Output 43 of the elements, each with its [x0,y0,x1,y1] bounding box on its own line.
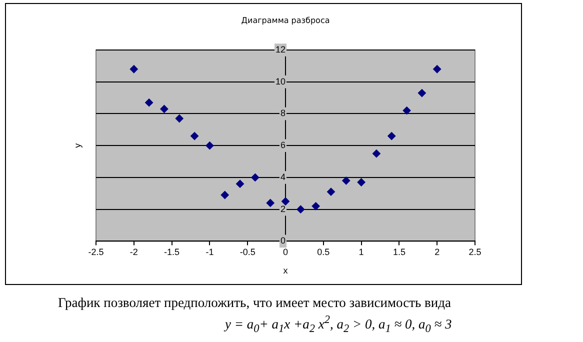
x-tick-label: -1 [206,247,214,258]
point [251,173,260,182]
x-tick-label: 0.5 [317,247,330,258]
point [357,178,366,186]
y-tick-label: 2 [280,204,286,214]
point [206,142,214,150]
point [190,132,199,140]
point [160,104,168,113]
y-axis-title: y [72,142,82,148]
x-tick-label: -1.5 [164,247,180,258]
x-tick-label: 1.5 [392,247,406,258]
x-tick-label: -0.5 [240,247,256,258]
point [145,98,154,107]
x-axis-title: x [283,266,288,276]
x-tick-label: 2 [434,247,440,258]
x-tick-label: 2.5 [468,247,482,258]
y-tick-label: 6 [280,140,286,150]
point [266,198,274,207]
y-tick-label: 10 [275,76,286,86]
y-tick-label: 8 [280,108,286,118]
point [312,202,320,210]
text: График позволяет предположить, что имеет место зависимость вида [58,295,451,311]
y-tick-label: 0 [280,236,286,246]
y-tick-label: 4 [280,172,286,182]
x-tick-label: -2.5 [88,247,104,258]
text: y = a$_{0}$+ a$_{1}$x +a$_{2}$ x$^{2}$, a$_{2}$ > 0, a$_{1}$ ≈ 0, a$_{0}$ ≈ 3 [225,314,452,336]
point [402,106,411,115]
y-tick-label: 12 [275,44,286,54]
point [326,188,335,196]
chart-title: Диаграмма разброса [241,16,330,26]
point [236,180,244,188]
x-tick-label: -2 [130,247,138,258]
point [130,65,138,74]
point [342,176,350,185]
point [418,89,426,98]
point [388,132,396,140]
point [372,150,380,158]
point [296,205,305,214]
point [220,190,229,199]
point [433,65,442,74]
x-tick-label: 1 [358,247,364,258]
point [175,114,184,123]
point [282,197,290,206]
